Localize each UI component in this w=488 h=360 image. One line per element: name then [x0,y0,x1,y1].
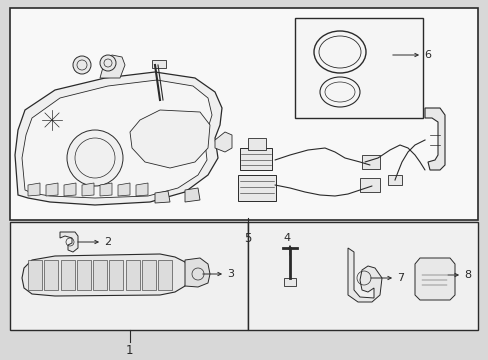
Text: 8: 8 [463,270,470,280]
Polygon shape [60,232,78,252]
Text: 4: 4 [283,233,289,243]
Polygon shape [424,108,444,170]
Text: 7: 7 [396,273,403,283]
Polygon shape [347,248,381,302]
Polygon shape [64,183,76,196]
Polygon shape [61,260,74,290]
Polygon shape [136,183,148,196]
Bar [152,60,165,68]
Bar [361,155,379,169]
Polygon shape [44,260,58,290]
Bar [240,148,271,170]
Polygon shape [100,183,112,196]
Polygon shape [22,254,187,296]
Polygon shape [142,260,156,290]
Bar [10,222,247,330]
Polygon shape [158,260,172,290]
Text: 5: 5 [244,231,251,244]
Polygon shape [28,183,40,196]
Bar [421,263,446,275]
Polygon shape [22,80,212,198]
Bar [294,18,422,118]
Polygon shape [125,260,139,290]
Polygon shape [93,260,107,290]
Polygon shape [46,183,58,196]
Bar [284,278,295,286]
Bar [247,222,477,330]
Polygon shape [414,258,454,300]
Polygon shape [118,183,130,196]
Polygon shape [77,260,91,290]
Text: 2: 2 [104,237,111,247]
Polygon shape [184,258,209,287]
Bar [247,138,265,150]
Polygon shape [82,183,94,196]
Polygon shape [155,191,170,203]
Bar [10,8,477,220]
Bar [238,175,275,201]
Polygon shape [130,110,209,168]
Polygon shape [15,72,222,205]
Polygon shape [184,188,200,202]
Text: 6: 6 [423,50,430,60]
Text: 3: 3 [226,269,234,279]
Polygon shape [100,55,125,78]
Circle shape [100,55,116,71]
Polygon shape [215,132,231,152]
Bar [359,178,379,192]
Polygon shape [109,260,123,290]
Circle shape [73,56,91,74]
Text: 1: 1 [126,343,133,356]
Bar [387,175,401,185]
Circle shape [67,130,123,186]
Polygon shape [28,260,42,290]
